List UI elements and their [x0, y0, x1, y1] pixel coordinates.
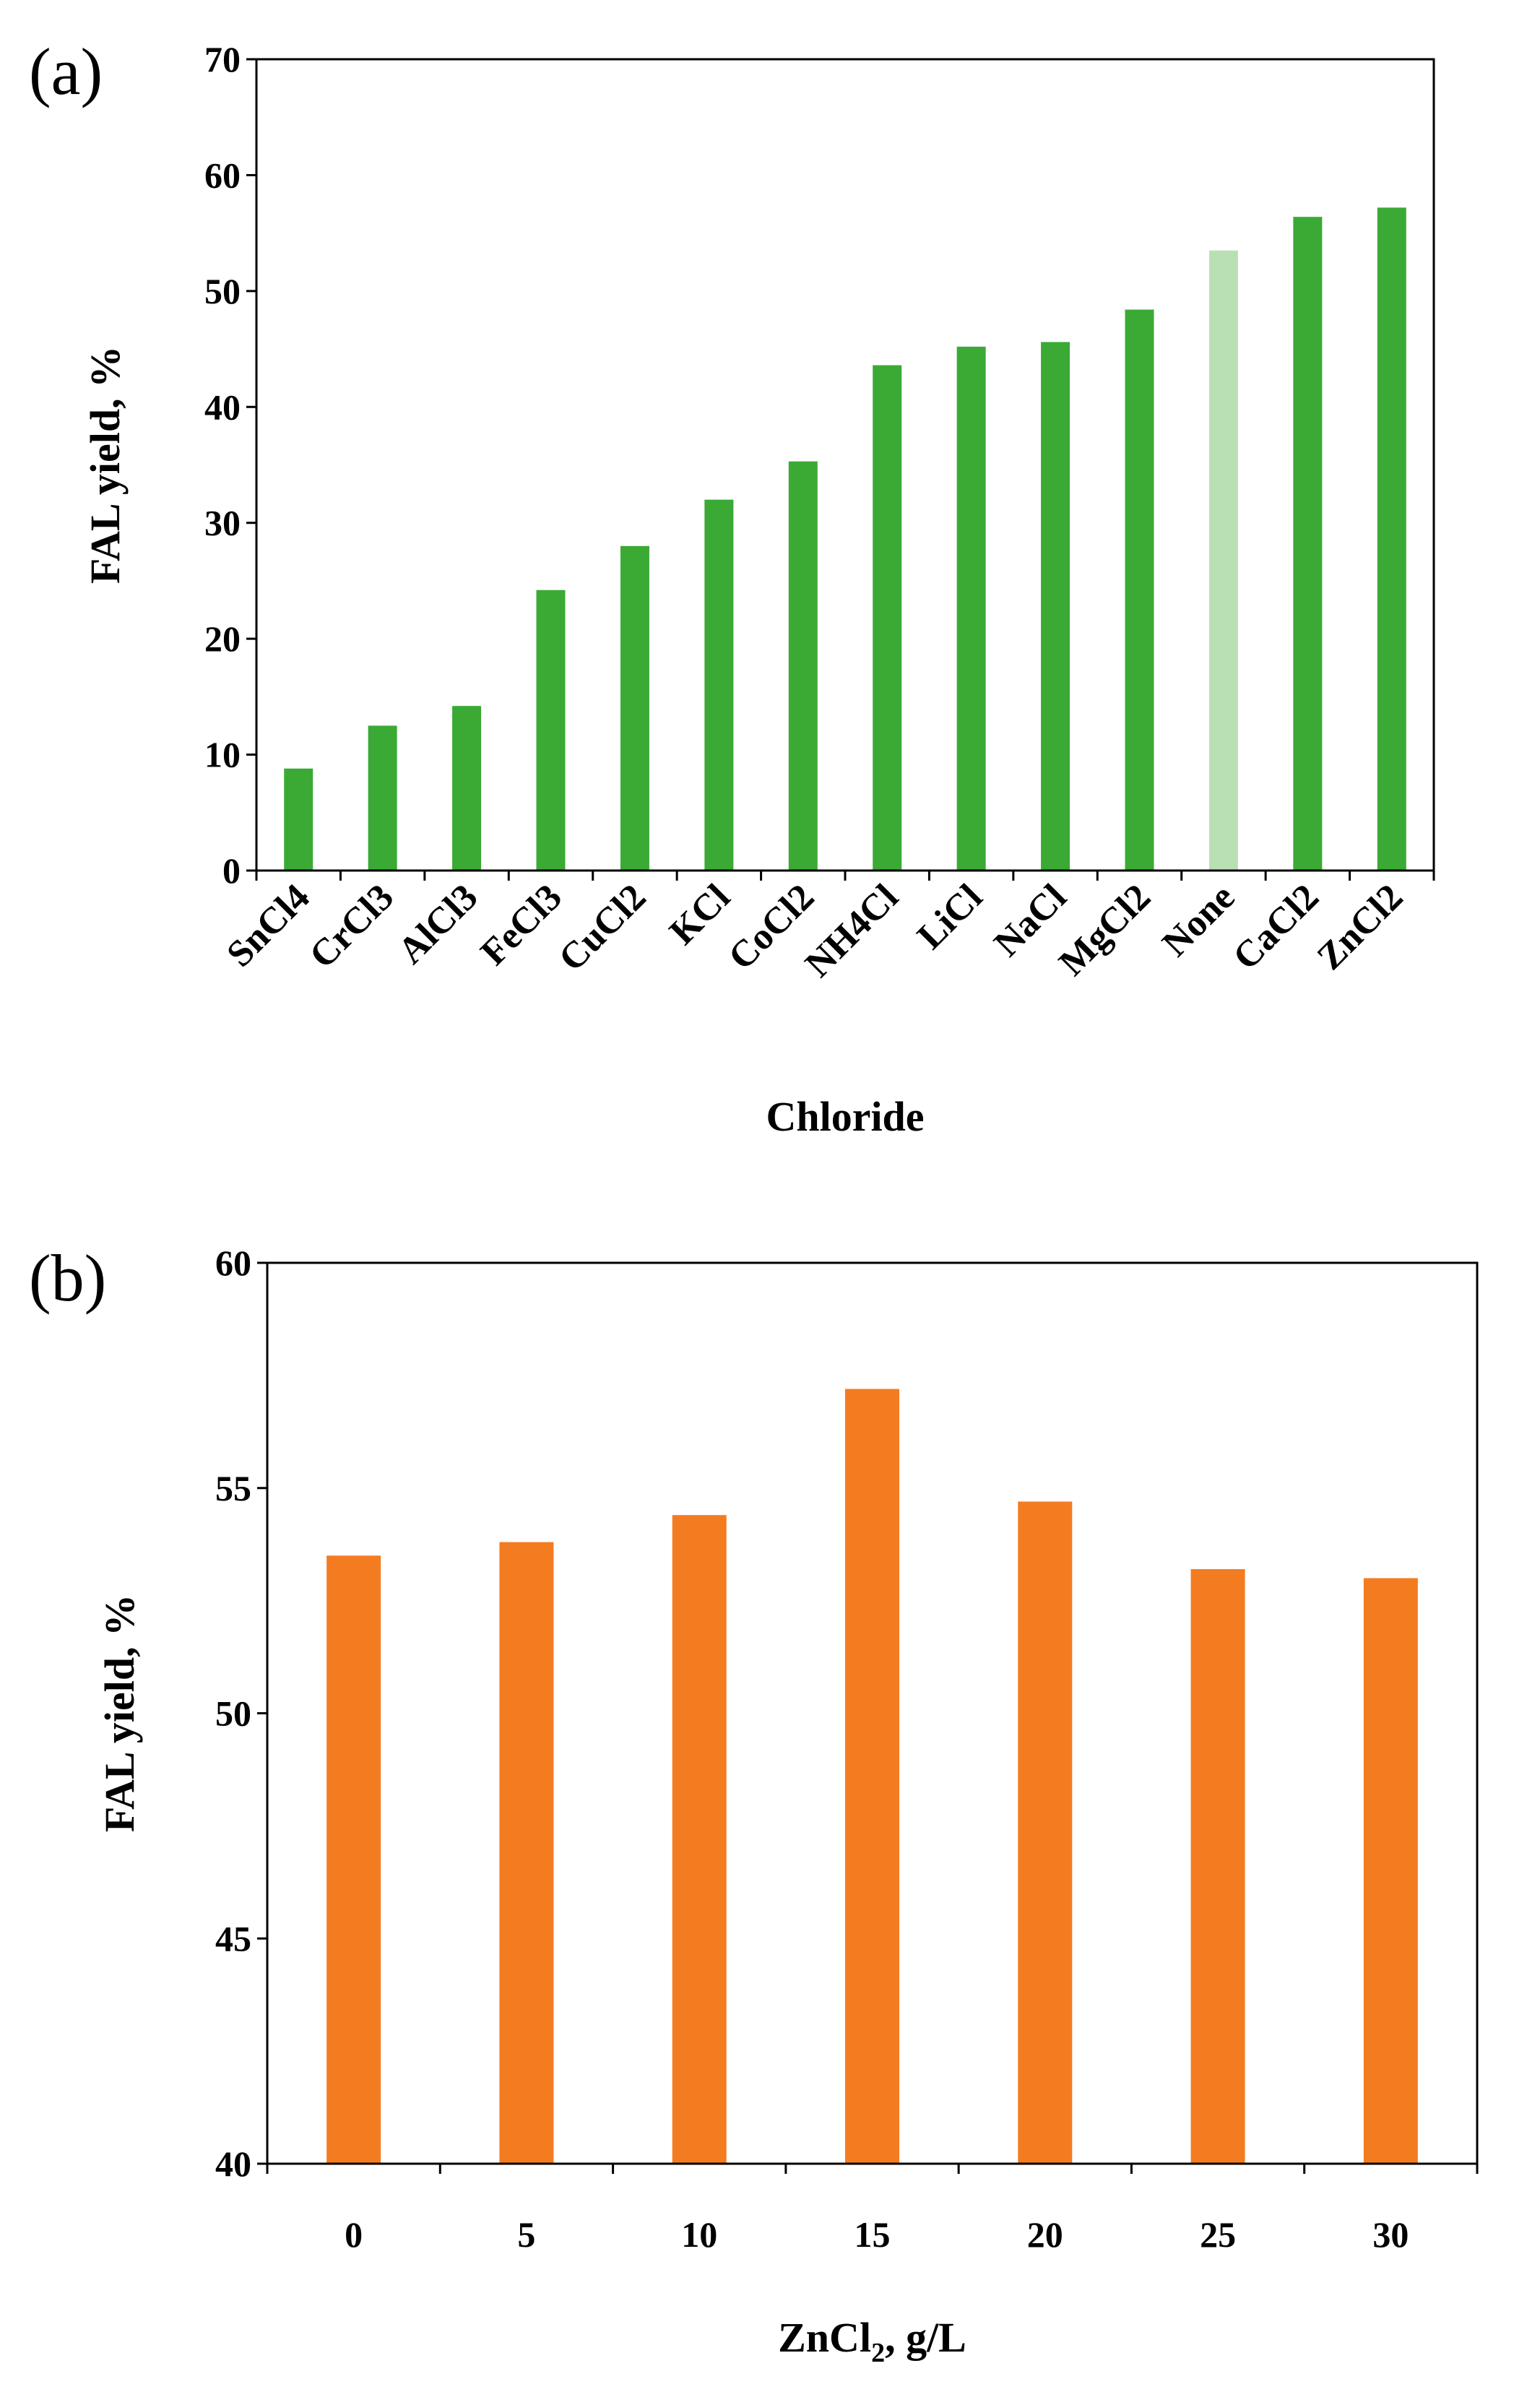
x-tick-label: CrCl3: [302, 876, 402, 976]
bar-MgCl2: [1125, 309, 1154, 871]
bar-25: [1190, 1568, 1245, 2164]
bar-NH4Cl: [873, 365, 902, 871]
y-tick-label: 70: [204, 39, 241, 79]
x-tick-label: 10: [681, 2214, 717, 2255]
x-axis-title-sub: 2: [871, 2338, 885, 2368]
x-tick-label: FeCl3: [473, 876, 570, 973]
x-axis-title: Chloride: [766, 1093, 924, 1140]
bar-CuCl2: [620, 545, 649, 871]
y-axis-title: FAL yield, %: [96, 1594, 143, 1832]
x-tick-label: KCl: [662, 876, 738, 953]
bar-None: [1208, 250, 1238, 871]
bar-NaCl: [1041, 342, 1070, 871]
y-tick-label: 0: [222, 850, 241, 891]
x-tick-label: 25: [1200, 2214, 1236, 2255]
bar-LiCl: [956, 346, 986, 871]
plot-frame: [255, 58, 1435, 872]
x-axis-title-tail: , g/L: [885, 2314, 966, 2361]
bar-CoCl2: [788, 461, 818, 871]
chart-a: (a) 0 10 20 30 40 50 60 70 SnCl4CrCl3AlCl3FeCl3Cu…: [29, 35, 1435, 1140]
x-tick-label: NH4Cl: [797, 876, 907, 985]
bar-ZnCl2: [1377, 207, 1406, 871]
x-axis-title-main: ZnCl: [778, 2314, 871, 2361]
y-tick-label: 60: [215, 1243, 251, 1283]
x-tick-label: 30: [1372, 2214, 1409, 2255]
x-tick-label: MgCl2: [1051, 876, 1159, 984]
x-tick-label: CaCl2: [1225, 876, 1326, 977]
y-tick-label: 60: [204, 155, 241, 195]
panel-label: (b): [29, 1241, 106, 1315]
bar-15: [845, 1389, 899, 2164]
x-tick-label: AlCl3: [390, 876, 485, 972]
y-tick-label: 50: [204, 271, 241, 311]
x-tick-label: LiCl: [909, 876, 990, 957]
x-tick-label: 20: [1027, 2214, 1063, 2255]
x-tick-label: CuCl2: [551, 876, 654, 979]
y-tick-label: 55: [215, 1468, 251, 1508]
x-tick-label: 5: [517, 2214, 535, 2255]
bar-5: [499, 1542, 554, 2164]
x-axis-title: ZnCl2, g/L: [778, 2314, 966, 2368]
bar-CrCl3: [368, 725, 397, 871]
y-tick-label: 40: [215, 2143, 251, 2184]
x-tick-label: ZnCl2: [1310, 876, 1411, 977]
y-tick-label: 30: [204, 503, 241, 543]
bar-AlCl3: [452, 706, 482, 871]
y-tick-label: 10: [204, 735, 241, 775]
y-tick-label: 20: [204, 618, 241, 659]
bar-10: [672, 1515, 727, 2164]
panel-label: (a): [29, 35, 103, 108]
y-tick-label: 45: [215, 1918, 251, 1959]
bar-KCl: [704, 499, 734, 871]
y-tick-label: 40: [204, 387, 241, 427]
bar-CaCl2: [1293, 217, 1323, 871]
bar-0: [326, 1555, 381, 2164]
bar-FeCl3: [536, 590, 566, 871]
bar-SnCl4: [284, 768, 313, 871]
bar-30: [1363, 1578, 1418, 2164]
bar-20: [1018, 1501, 1073, 2164]
chart-b: (b) 40 45 50 55 60 0 5 10 15 20 25 30 FAL yield, % ZnC…: [29, 1241, 1479, 2368]
x-tick-label: 15: [855, 2214, 891, 2255]
x-tick-label: 0: [345, 2214, 363, 2255]
y-axis-title: FAL yield, %: [82, 346, 129, 584]
x-tick-label: SnCl4: [219, 876, 317, 975]
y-tick-label: 50: [215, 1693, 251, 1734]
